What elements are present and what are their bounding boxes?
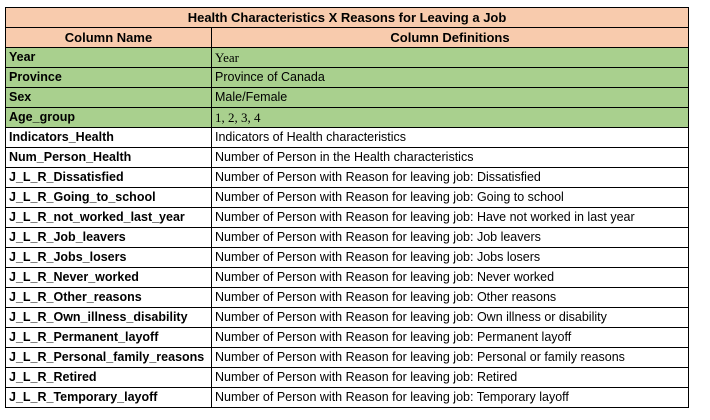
column-definition-cell[interactable]: Number of Person with Reason for leaving… (210, 267, 690, 288)
column-name-cell[interactable]: J_L_R_Temporary_layoff (5, 387, 212, 408)
column-definition-cell[interactable]: Indicators of Health characteristics (210, 127, 690, 148)
column-definition-cell[interactable]: Number of Person with Reason for leaving… (210, 247, 690, 268)
column-name-cell[interactable]: J_L_R_Retired (5, 367, 212, 388)
column-name-cell[interactable]: J_L_R_Personal_family_reasons (5, 347, 212, 368)
column-name-cell[interactable]: J_L_R_Job_leavers (5, 227, 212, 248)
column-definition-cell[interactable]: Year (210, 47, 690, 68)
table-body: Year Year Province Province of Canada Sex Mal… (5, 47, 690, 408)
column-name-cell[interactable]: Age_group (5, 107, 212, 128)
table-row: J_L_R_Retired Number of Person with Reaso… (5, 367, 690, 388)
column-definition-cell[interactable]: Number of Person with Reason for leaving… (210, 287, 690, 308)
table-title[interactable]: Health Characteristics X Reasons for Lea… (4, 7, 690, 28)
column-name-cell[interactable]: Num_Person_Health (5, 147, 212, 168)
column-definitions-header[interactable]: Column Definitions (210, 27, 690, 48)
column-name-cell[interactable]: J_L_R_Going_to_school (5, 187, 212, 208)
column-name-cell[interactable]: J_L_R_Never_worked (5, 267, 212, 288)
column-name-cell[interactable]: Indicators_Health (5, 127, 212, 148)
column-name-cell[interactable]: J_L_R_not_worked_last_year (5, 207, 212, 228)
table-row: J_L_R_Other_reasons Number of Person with… (5, 287, 690, 308)
table-row: Province Province of Canada (5, 67, 690, 88)
column-name-cell[interactable]: J_L_R_Own_illness_disability (5, 307, 212, 328)
column-definition-cell[interactable]: Male/Female (210, 87, 690, 108)
table-row: J_L_R_Jobs_losers Number of Person with R… (5, 247, 690, 268)
table-row: Age_group 1, 2, 3, 4 (5, 107, 690, 128)
column-definition-cell[interactable]: Number of Person with Reason for leaving… (210, 187, 690, 208)
table-row: J_L_R_Temporary_layoff Number of Person w… (5, 387, 690, 408)
table-title-row: Health Characteristics X Reasons for Lea… (4, 7, 690, 28)
column-definition-cell[interactable]: Number of Person with Reason for leaving… (210, 327, 690, 348)
table-row: J_L_R_Job_leavers Number of Person with R… (5, 227, 690, 248)
column-definition-cell[interactable]: Number of Person in the Health character… (210, 147, 690, 168)
column-definition-cell[interactable]: Number of Person with Reason for leaving… (210, 227, 690, 248)
table-row: Indicators_Health Indicators of Health ch… (5, 127, 690, 148)
column-name-cell[interactable]: J_L_R_Dissatisfied (5, 167, 212, 188)
column-definition-cell[interactable]: Number of Person with Reason for leaving… (210, 367, 690, 388)
table-row: Sex Male/Female (5, 87, 690, 108)
table-row: J_L_R_Personal_family_reasons Number of P… (5, 347, 690, 368)
table-row: J_L_R_not_worked_last_year Number of Pers… (5, 207, 690, 228)
column-name-cell[interactable]: Province (5, 67, 212, 88)
table-row: Year Year (5, 47, 690, 68)
column-definition-cell[interactable]: Number of Person with Reason for leaving… (210, 347, 690, 368)
column-definition-cell[interactable]: 1, 2, 3, 4 (210, 107, 690, 128)
column-definition-cell[interactable]: Number of Person with Reason for leaving… (210, 207, 690, 228)
column-definition-cell[interactable]: Number of Person with Reason for leaving… (210, 167, 690, 188)
table-row: J_L_R_Never_worked Number of Person with … (5, 267, 690, 288)
column-name-cell[interactable]: J_L_R_Other_reasons (5, 287, 212, 308)
column-name-cell[interactable]: J_L_R_Jobs_losers (5, 247, 212, 268)
column-definition-cell[interactable]: Province of Canada (210, 67, 690, 88)
column-definition-cell[interactable]: Number of Person with Reason for leaving… (210, 387, 690, 408)
column-name-header[interactable]: Column Name (5, 27, 212, 48)
column-definition-cell[interactable]: Number of Person with Reason for leaving… (210, 307, 690, 328)
column-definitions-table: Health Characteristics X Reasons for Lea… (4, 7, 690, 408)
table-row: J_L_R_Own_illness_disability Number of Pe… (5, 307, 690, 328)
table-row: J_L_R_Going_to_school Number of Person wi… (5, 187, 690, 208)
column-name-cell[interactable]: J_L_R_Permanent_layoff (5, 327, 212, 348)
spreadsheet-table-container: Health Characteristics X Reasons for Lea… (4, 7, 690, 408)
column-name-cell[interactable]: Sex (5, 87, 212, 108)
table-row: J_L_R_Permanent_layoff Number of Person w… (5, 327, 690, 348)
table-header-row: Column Name Column Definitions (5, 27, 690, 48)
column-name-cell[interactable]: Year (5, 47, 212, 68)
table-row: Num_Person_Health Number of Person in the… (5, 147, 690, 168)
table-row: J_L_R_Dissatisfied Number of Person with … (5, 167, 690, 188)
